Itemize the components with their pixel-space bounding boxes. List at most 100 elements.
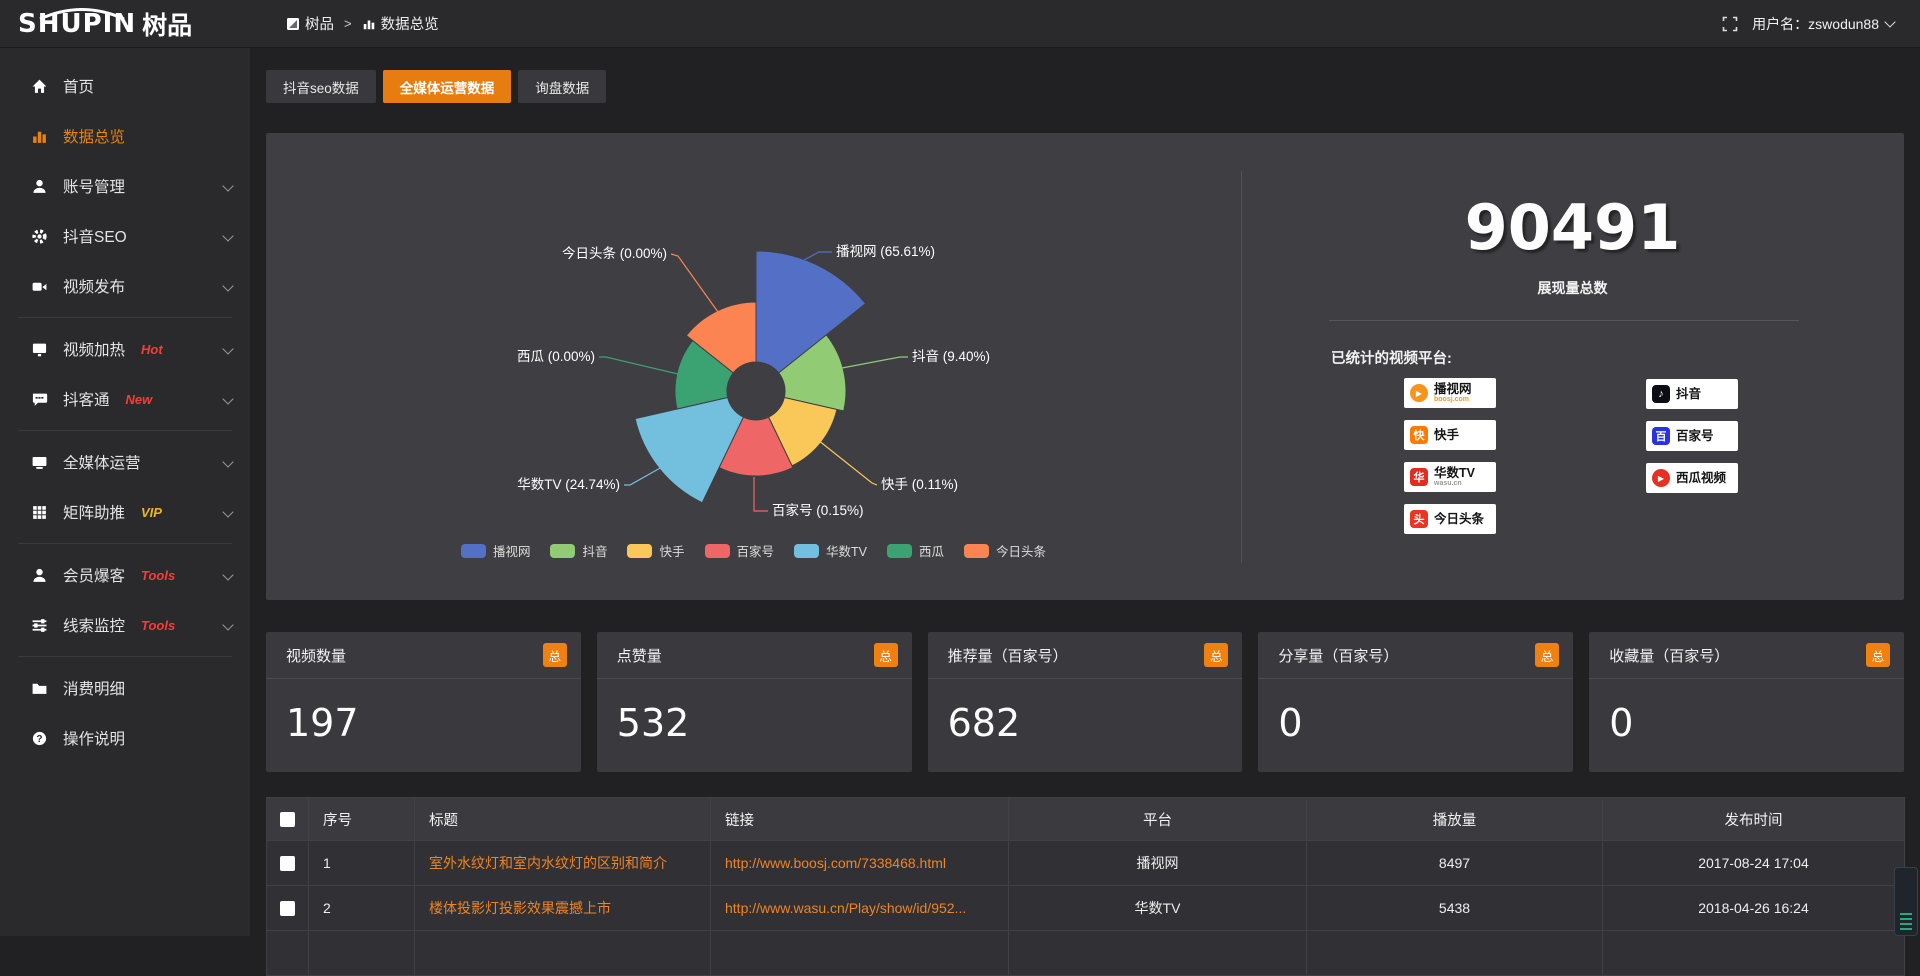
total-badge: 总 (543, 643, 567, 667)
empty-cell (309, 931, 415, 976)
pie-label: 快手 (0.11%) (881, 477, 958, 492)
pie-label-line (671, 254, 718, 312)
chevron-down-icon (224, 503, 232, 521)
sidebar-item-8[interactable]: 全媒体运营 (0, 437, 250, 487)
stat-card-value: 197 (266, 679, 581, 745)
home-crumb-icon (286, 17, 300, 31)
sidebar-item-4[interactable]: 抖音SEO (0, 211, 250, 261)
col-header-标题: 标题 (415, 798, 711, 841)
legend-item-抖音[interactable]: 抖音 (550, 541, 607, 560)
legend-label: 百家号 (737, 541, 775, 560)
total-badge: 总 (1535, 643, 1559, 667)
platform-badge-抖音: ♪抖音 (1646, 379, 1738, 409)
platform-name: 百家号 (1676, 430, 1714, 443)
row-time: 2018-04-26 16:24 (1603, 886, 1905, 931)
sidebar-item-5[interactable]: 视频发布 (0, 261, 250, 311)
video-title-link[interactable]: 室外水纹灯和室内水纹灯的区别和简介 (429, 855, 667, 871)
stat-card-value: 0 (1258, 679, 1573, 745)
sidebar-item-12[interactable]: 消费明细 (0, 663, 250, 713)
legend-label: 播视网 (493, 541, 531, 560)
sidebar-item-badge: Hot (141, 342, 163, 357)
row-index: 2 (309, 886, 415, 931)
chevron-down-icon (224, 453, 232, 471)
legend-item-今日头条[interactable]: 今日头条 (964, 541, 1046, 560)
col-header-播放量: 播放量 (1307, 798, 1603, 841)
sidebar-item-1[interactable]: 首页 (0, 61, 250, 111)
platform-logo-icon: 快 (1410, 426, 1428, 444)
sidebar-item-3[interactable]: 账号管理 (0, 161, 250, 211)
tab-1[interactable]: 抖音seo数据 (266, 70, 376, 103)
stat-card-value: 0 (1589, 679, 1904, 745)
platform-badge-西瓜视频: ▶西瓜视频 (1646, 463, 1738, 493)
stat-card-value: 532 (597, 679, 912, 745)
member-icon (30, 567, 48, 584)
chevron-down-icon (224, 340, 232, 358)
chevron-down-icon (224, 566, 232, 584)
floating-widget[interactable] (1894, 867, 1918, 936)
breadcrumb: 树品 > 数据总览 (286, 13, 439, 34)
row-title-cell: 室外水纹灯和室内水纹灯的区别和简介 (415, 841, 711, 886)
pie-label-line (818, 440, 877, 485)
legend-label: 西瓜 (919, 541, 944, 560)
col-header-链接: 链接 (711, 798, 1009, 841)
legend-item-华数TV[interactable]: 华数TV (794, 541, 867, 560)
row-plays: 5438 (1307, 886, 1603, 931)
platform-subtext: wasu.cn (1434, 480, 1475, 487)
fullscreen-icon[interactable] (1722, 16, 1738, 32)
grid-icon (30, 504, 48, 521)
platform-name: 西瓜视频 (1676, 472, 1726, 485)
chevron-down-icon (224, 390, 232, 408)
pie-label: 今日头条 (0.00%) (562, 245, 667, 261)
tab-2[interactable]: 全媒体运营数据 (383, 70, 512, 103)
video-title-link[interactable]: 楼体投影灯投影效果震撼上市 (429, 900, 611, 916)
legend-item-播视网[interactable]: 播视网 (461, 541, 531, 560)
user-icon (30, 178, 48, 195)
chevron-down-icon (1884, 16, 1895, 27)
total-badge: 总 (874, 643, 898, 667)
pie-slice-华数TV[interactable] (635, 398, 743, 503)
platform-logo-icon: ♪ (1652, 385, 1670, 403)
row-checkbox[interactable] (280, 901, 295, 916)
legend-item-快手[interactable]: 快手 (627, 541, 684, 560)
app-logo[interactable]: SHUPIN 树品 (0, 6, 250, 42)
user-menu[interactable]: 用户名：zswodun88 (1752, 14, 1894, 34)
legend-item-百家号[interactable]: 百家号 (705, 541, 775, 560)
sidebar-item-2[interactable]: 数据总览 (0, 111, 250, 161)
pie-label: 抖音 (9.40%) (912, 348, 990, 364)
pie-label: 西瓜 (0.00%) (517, 349, 595, 364)
video-url-link[interactable]: http://www.boosj.com/7338468.html (725, 855, 946, 871)
sidebar-item-label: 消费明细 (63, 677, 125, 699)
total-impressions-value: 90491 (1242, 191, 1903, 264)
tab-3[interactable]: 询盘数据 (518, 70, 606, 103)
rose-pie-chart: 播视网 (65.61%)抖音 (9.40%)快手 (0.11%)百家号 (0.1… (266, 133, 1241, 600)
legend-item-西瓜[interactable]: 西瓜 (887, 541, 944, 560)
col-header-平台: 平台 (1009, 798, 1307, 841)
pie-label-line (842, 357, 908, 368)
row-index: 1 (309, 841, 415, 886)
video-url-link[interactable]: http://www.wasu.cn/Play/show/id/952... (725, 900, 966, 916)
sidebar-item-badge: New (126, 392, 153, 407)
select-all-checkbox[interactable] (280, 812, 295, 827)
row-checkbox[interactable] (280, 856, 295, 871)
legend-swatch (461, 544, 486, 558)
sidebar-item-label: 操作说明 (63, 727, 125, 749)
row-platform: 华数TV (1009, 886, 1307, 931)
bar-chart-crumb-icon (362, 17, 376, 31)
breadcrumb-root[interactable]: 树品 (305, 13, 334, 34)
row-checkbox-cell (267, 886, 309, 931)
sidebar-item-badge: Tools (141, 618, 175, 633)
sidebar-item-13[interactable]: ?操作说明 (0, 713, 250, 763)
